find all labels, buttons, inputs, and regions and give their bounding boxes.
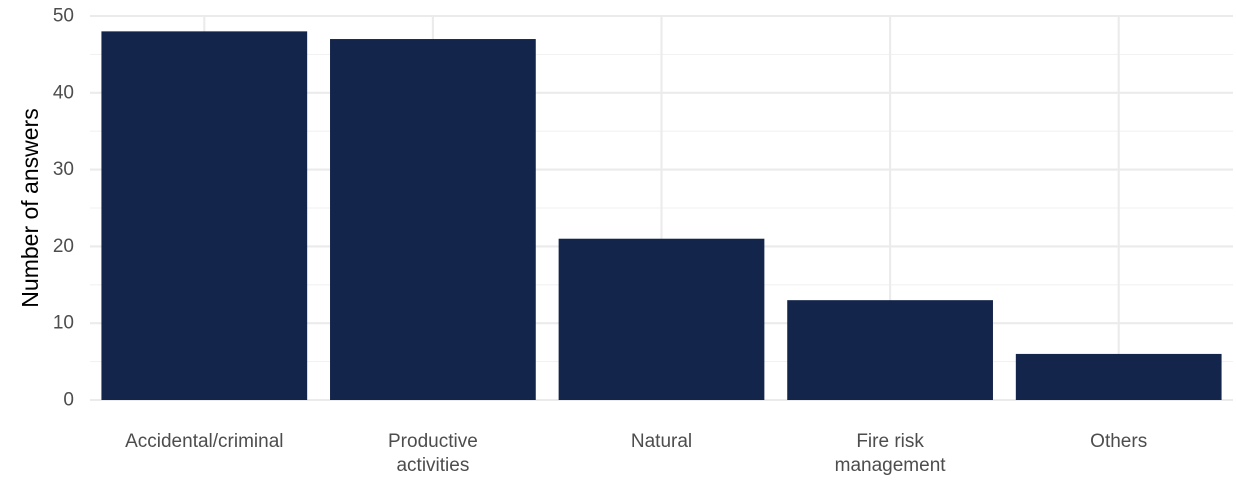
x-tick-label: Accidental/criminal — [125, 431, 283, 452]
y-tick-label: 40 — [53, 82, 74, 103]
y-tick-label: 10 — [53, 313, 74, 334]
bar — [558, 238, 765, 400]
y-axis-title: Number of answers — [17, 108, 43, 307]
x-tick-label: Productive activities — [388, 431, 478, 476]
x-axis-ticks: Accidental/criminal Productive activities N… — [125, 431, 1147, 476]
bars — [101, 31, 1222, 401]
x-tick-label: Others — [1090, 431, 1147, 452]
bar — [1015, 353, 1222, 400]
y-tick-label: 30 — [53, 159, 74, 180]
bar — [787, 300, 993, 400]
y-tick-label: 0 — [63, 390, 74, 411]
y-tick-label: 50 — [53, 6, 74, 27]
y-axis-ticks: 0 10 20 30 40 50 — [53, 6, 74, 411]
bar — [101, 31, 308, 401]
y-tick-label: 20 — [53, 236, 74, 257]
x-tick-label: Fire risk management — [835, 431, 947, 476]
bar — [330, 39, 536, 400]
x-tick-label: Natural — [631, 431, 692, 452]
